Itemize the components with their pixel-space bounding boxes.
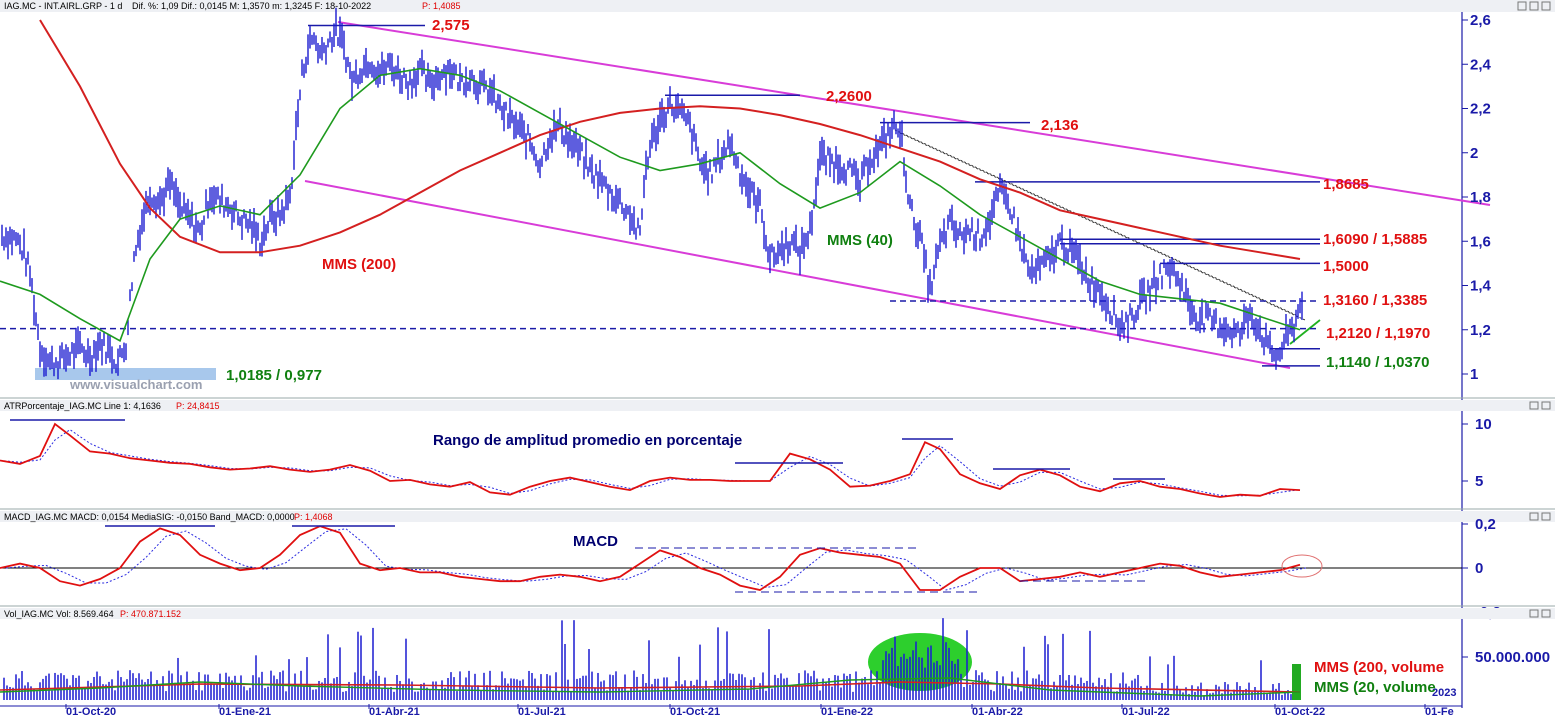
level-lines xyxy=(0,24,1320,367)
x-tick-label: 01-Oct-20 xyxy=(66,706,116,715)
watermark-bar xyxy=(35,368,216,380)
dotted-trendline xyxy=(894,129,1299,317)
vol-header-bar xyxy=(0,608,1555,619)
price-bars xyxy=(1,7,1303,380)
watermark: www.visualchart.com xyxy=(69,377,202,392)
level-label: 1,3160 / 1,3385 xyxy=(1323,292,1427,309)
window-buttons-vol[interactable] xyxy=(1529,609,1551,618)
mms200-line xyxy=(39,19,1301,260)
x-tick-label: 01-Oct-21 xyxy=(670,706,720,715)
main-header-title: IAG.MC - INT.AIRL.GRP - 1 d xyxy=(4,1,122,11)
atr-signal-line xyxy=(0,429,1301,497)
mms200-annotation: MMS (200) xyxy=(322,256,396,273)
y-tick-label: 0 xyxy=(1475,560,1483,577)
window-buttons-macd[interactable] xyxy=(1529,512,1551,521)
macd-annotation: MACD xyxy=(573,533,618,550)
mms40-line xyxy=(0,67,1301,342)
atr-annotation: Rango de amplitud promedio en porcentaje xyxy=(433,432,742,449)
level-label: 2,136 xyxy=(1041,117,1079,134)
x-tick-label: 01-Ene-21 xyxy=(219,706,271,715)
level-label: 1,1140 / 1,0370 xyxy=(1326,354,1429,371)
x-tick-label: 01-Ene-22 xyxy=(821,706,873,715)
y-tick-label: 10 xyxy=(1475,416,1492,433)
green-support-line xyxy=(1289,319,1321,345)
x-tick-label: 01-Oct-22 xyxy=(1275,706,1325,715)
vol-mms20-line xyxy=(0,677,1301,697)
y-tick-label: 5 xyxy=(1475,473,1483,490)
level-labels: 2,575 2,2600 2,136 1,8685 1,6090 / 1,5885 1,5… xyxy=(226,17,1430,384)
y-tick-label: 2,2 xyxy=(1470,101,1491,118)
y-tick-label: 1,2 xyxy=(1470,322,1491,339)
volume-panel: 50.000.000 2023 xyxy=(0,618,1550,700)
level-label: 1,2120 / 1,1970 xyxy=(1326,325,1430,342)
y-tick-label: 1 xyxy=(1470,366,1478,383)
atr-line xyxy=(0,422,1301,498)
macd-line xyxy=(0,525,1301,591)
y-tick-label: 1,8 xyxy=(1470,189,1491,206)
window-buttons-main[interactable] xyxy=(1517,1,1551,11)
macd-signal-line xyxy=(5,528,1307,591)
price-panel: www.visualchart.com 2,575 2,2600 2,136 1,86… xyxy=(0,7,1492,392)
macd-header-bar xyxy=(0,511,1555,522)
x-tick-label: 01-Jul-21 xyxy=(518,706,566,715)
x-tick-label: 01-Abr-22 xyxy=(972,706,1023,715)
atr-header-p: P: 24,8415 xyxy=(176,401,220,411)
atr-header: ATRPorcentaje_IAG.MC Line 1: 4,1636 xyxy=(4,401,161,411)
price-y-axis: 2,6 2,4 2,2 2 1,8 1,6 1,4 1,2 1 xyxy=(1462,12,1492,383)
channel-lower xyxy=(304,180,1291,369)
level-label: 2,575 xyxy=(432,17,470,34)
macd-header-p: P: 1,4068 xyxy=(294,512,333,522)
macd-panel: 0,20-0,2 xyxy=(0,516,1501,621)
vol-legend-20: MMS (20, volume xyxy=(1314,679,1436,696)
y-tick-label: 2,6 xyxy=(1470,12,1491,29)
atr-header-bar xyxy=(0,400,1555,411)
level-label: 1,0185 / 0,977 xyxy=(226,367,322,384)
year-label: 2023 xyxy=(1432,687,1456,699)
y-tick-label: 0,2 xyxy=(1475,516,1496,533)
level-label: 1,8685 xyxy=(1323,176,1369,193)
level-label: 1,5000 xyxy=(1323,258,1369,275)
vol-header-p: P: 470.871.152 xyxy=(120,609,181,619)
level-label: 1,6090 / 1,5885 xyxy=(1323,231,1427,248)
trend-channel xyxy=(304,21,1491,369)
level-label: 2,2600 xyxy=(826,88,872,105)
channel-upper xyxy=(337,21,1491,206)
y-tick-label: 2 xyxy=(1470,145,1478,162)
mms40-annotation: MMS (40) xyxy=(827,232,893,249)
y-tick-label: 1,6 xyxy=(1470,233,1491,250)
y-tick-label: 1,4 xyxy=(1470,278,1492,295)
main-header-p: P: 1,4085 xyxy=(422,1,461,11)
window-buttons-atr[interactable] xyxy=(1529,401,1551,410)
y-tick-label: 2,4 xyxy=(1470,56,1492,73)
vol-header: Vol_IAG.MC Vol: 8.569.464 xyxy=(4,609,114,619)
x-tick-label: 01-Fe xyxy=(1425,706,1454,715)
main-header-bar xyxy=(0,0,1555,12)
macd-header: MACD_IAG.MC MACD: 0,0154 MediaSIG: -0,01… xyxy=(4,512,295,522)
x-tick-label: 01-Abr-21 xyxy=(369,706,420,715)
panel-frames xyxy=(0,12,1555,708)
date-axis: 01-Oct-20 01-Ene-21 01-Abr-21 01-Jul-21 01-O… xyxy=(0,704,1462,715)
vol-legend-200: MMS (200, volume xyxy=(1314,659,1444,676)
x-tick-label: 01-Jul-22 xyxy=(1122,706,1170,715)
atr-panel: 10 5 xyxy=(0,416,1492,498)
volume-last-bar xyxy=(1292,664,1301,700)
y-tick-label: 50.000.000 xyxy=(1475,649,1550,666)
macd-highlight-ellipse xyxy=(1281,554,1323,578)
main-header-stats: Dif. %: 1,09 Dif.: 0,0145 M: 1,3570 m: 1… xyxy=(132,1,371,11)
